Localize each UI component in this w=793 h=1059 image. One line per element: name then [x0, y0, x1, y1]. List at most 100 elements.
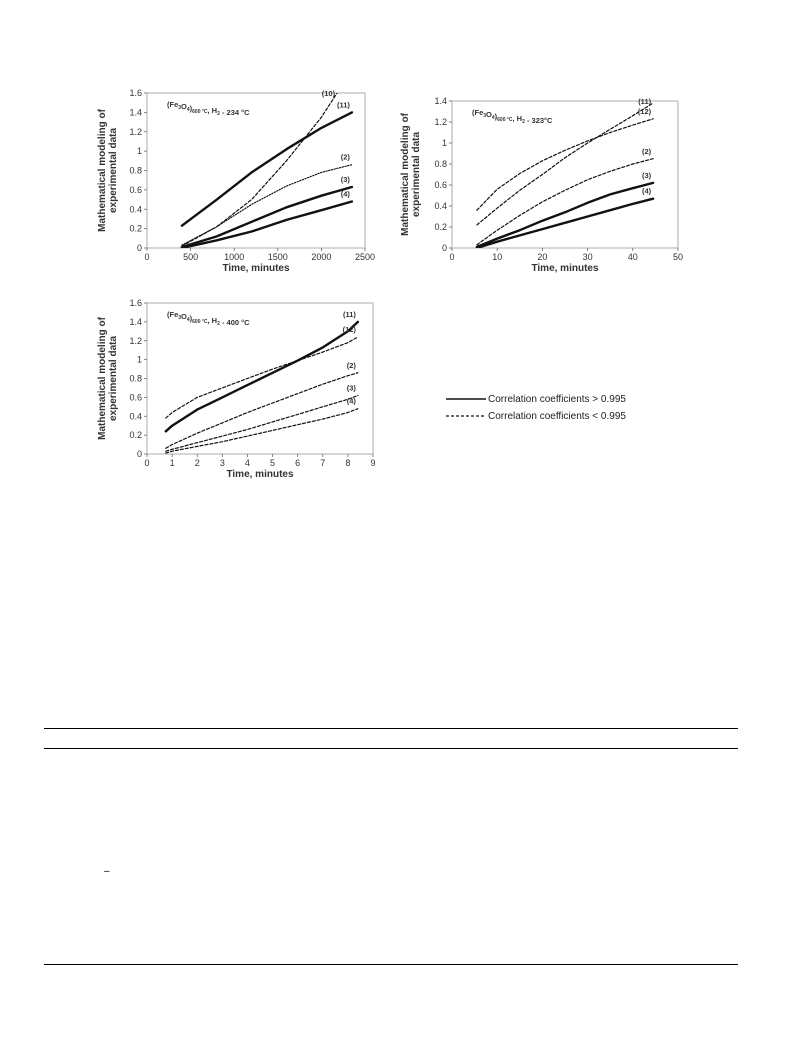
legend-dashed-label: Correlation coefficients < 0.995 — [488, 411, 626, 422]
table-top-rule — [44, 728, 738, 729]
x-axis-label: Time, minutes — [226, 469, 293, 480]
y-tick-label: 0.2 — [129, 224, 142, 234]
y-tick-label: 1 — [137, 146, 142, 156]
condition-annotation: (Fe3O4)600 °C, H2 - 323°C — [472, 108, 553, 125]
y-tick-label: 1 — [442, 138, 447, 148]
y-tick-label: 0.6 — [129, 392, 142, 402]
x-tick-label: 3 — [220, 458, 225, 468]
y-axis-label: Mathematical modeling of — [400, 112, 411, 235]
series-line-11 — [180, 111, 354, 227]
y-tick-label: 0.8 — [129, 166, 142, 176]
y-tick-label: 0.6 — [434, 180, 447, 190]
x-tick-label: 4 — [245, 458, 250, 468]
x-tick-label: 2500 — [355, 252, 375, 262]
series-label: (3) — [341, 175, 351, 184]
y-tick-label: 0.4 — [129, 411, 142, 421]
y-axis-label: experimental data — [108, 336, 119, 421]
legend-solid-label: Correlation coefficients > 0.995 — [488, 394, 626, 405]
legend: Correlation coefficients > 0.995 Correla… — [446, 394, 626, 422]
x-tick-label: 0 — [144, 252, 149, 262]
y-axis-label: Mathematical modeling of — [97, 108, 108, 231]
series-label: (3) — [642, 171, 652, 180]
y-tick-label: 0.4 — [129, 204, 142, 214]
y-tick-label: 1.4 — [434, 96, 447, 106]
x-tick-label: 6 — [295, 458, 300, 468]
x-tick-label: 1000 — [224, 252, 244, 262]
x-tick-label: 2 — [195, 458, 200, 468]
y-tick-label: 1.4 — [129, 107, 142, 117]
x-tick-label: 9 — [370, 458, 375, 468]
y-tick-label: 0.4 — [434, 201, 447, 211]
series-line-11 — [164, 320, 360, 433]
x-tick-label: 1 — [170, 458, 175, 468]
series-label: (11) — [337, 100, 350, 109]
y-tick-label: 0 — [442, 243, 447, 253]
series-line-3 — [180, 185, 354, 248]
series-label: (4) — [341, 190, 351, 199]
series-label: (11) — [638, 97, 651, 106]
y-tick-label: 0 — [137, 243, 142, 253]
series-label: (2) — [347, 361, 357, 370]
plot-frame — [451, 100, 679, 249]
y-axis-label: Mathematical modeling of — [97, 316, 108, 439]
series-label: (12) — [343, 325, 357, 334]
y-tick-label: 1.2 — [434, 117, 447, 127]
series-line-4 — [165, 408, 359, 454]
series-line-12 — [165, 336, 359, 419]
series-label: (4) — [642, 187, 652, 196]
y-tick-label: 0.2 — [434, 222, 447, 232]
series-line-10 — [181, 93, 338, 247]
series-line-11 — [476, 102, 654, 226]
x-tick-label: 30 — [583, 252, 593, 262]
y-tick-label: 1 — [137, 355, 142, 365]
series-line-3 — [165, 394, 359, 452]
series-line-2 — [165, 372, 359, 449]
x-axis-label: Time, minutes — [222, 263, 289, 274]
y-tick-label: 0.2 — [129, 430, 142, 440]
series-label: (4) — [347, 397, 357, 406]
series-line-2 — [181, 164, 353, 246]
table-header-rule — [44, 748, 738, 749]
series-line-3 — [475, 181, 655, 248]
y-tick-label: 1.6 — [129, 88, 142, 98]
series-line-2 — [476, 158, 654, 246]
y-tick-label: 1.2 — [129, 336, 142, 346]
y-axis-label: experimental data — [108, 128, 119, 213]
x-tick-label: 5 — [270, 458, 275, 468]
series-label: (3) — [347, 383, 357, 392]
x-tick-label: 2000 — [311, 252, 331, 262]
y-tick-label: 1.4 — [129, 317, 142, 327]
x-tick-label: 500 — [183, 252, 198, 262]
x-tick-label: 10 — [492, 252, 502, 262]
y-axis-label: experimental data — [411, 132, 422, 217]
series-line-4 — [180, 200, 354, 248]
x-tick-label: 40 — [628, 252, 638, 262]
condition-annotation: (Fe3O4)600 °C, H2 - 400 °C — [167, 310, 250, 327]
series-label: (12) — [638, 107, 652, 116]
y-tick-label: 1.2 — [129, 127, 142, 137]
x-axis-label: Time, minutes — [531, 263, 598, 274]
series-label: (2) — [341, 153, 351, 162]
y-tick-label: 1.6 — [129, 298, 142, 308]
series-label: (2) — [642, 147, 652, 156]
stray-mark: – — [104, 866, 110, 877]
y-tick-label: 0.8 — [129, 374, 142, 384]
series-line-4 — [475, 197, 655, 248]
x-tick-label: 7 — [320, 458, 325, 468]
y-tick-label: 0.6 — [129, 185, 142, 195]
x-tick-label: 20 — [537, 252, 547, 262]
x-tick-label: 0 — [144, 458, 149, 468]
x-tick-label: 0 — [449, 252, 454, 262]
chart-400c: 0 0.2 0.4 0.6 0.8 1 1.2 1.4 1.6 0 1 2 3 4 5 6 7 8 9 Time, m… — [97, 298, 376, 480]
y-tick-label: 0 — [137, 449, 142, 459]
chart-234c: 0 0.2 0.4 0.6 0.8 1 1.2 1.4 1.6 0 500 1000 1500 2000 2… — [97, 88, 375, 274]
x-tick-label: 1500 — [268, 252, 288, 262]
series-label: (11) — [343, 310, 356, 319]
series-line-12 — [476, 118, 654, 211]
series-label: (10) — [322, 89, 336, 98]
x-tick-label: 50 — [673, 252, 683, 262]
table-bottom-rule — [44, 964, 738, 965]
x-tick-label: 8 — [345, 458, 350, 468]
chart-323c: 0 0.2 0.4 0.6 0.8 1 1.2 1.4 0 10 20 30 40 50 Time, min… — [400, 96, 683, 274]
condition-annotation: (Fe3O4)600 °C, H2 - 234 °C — [167, 100, 250, 117]
